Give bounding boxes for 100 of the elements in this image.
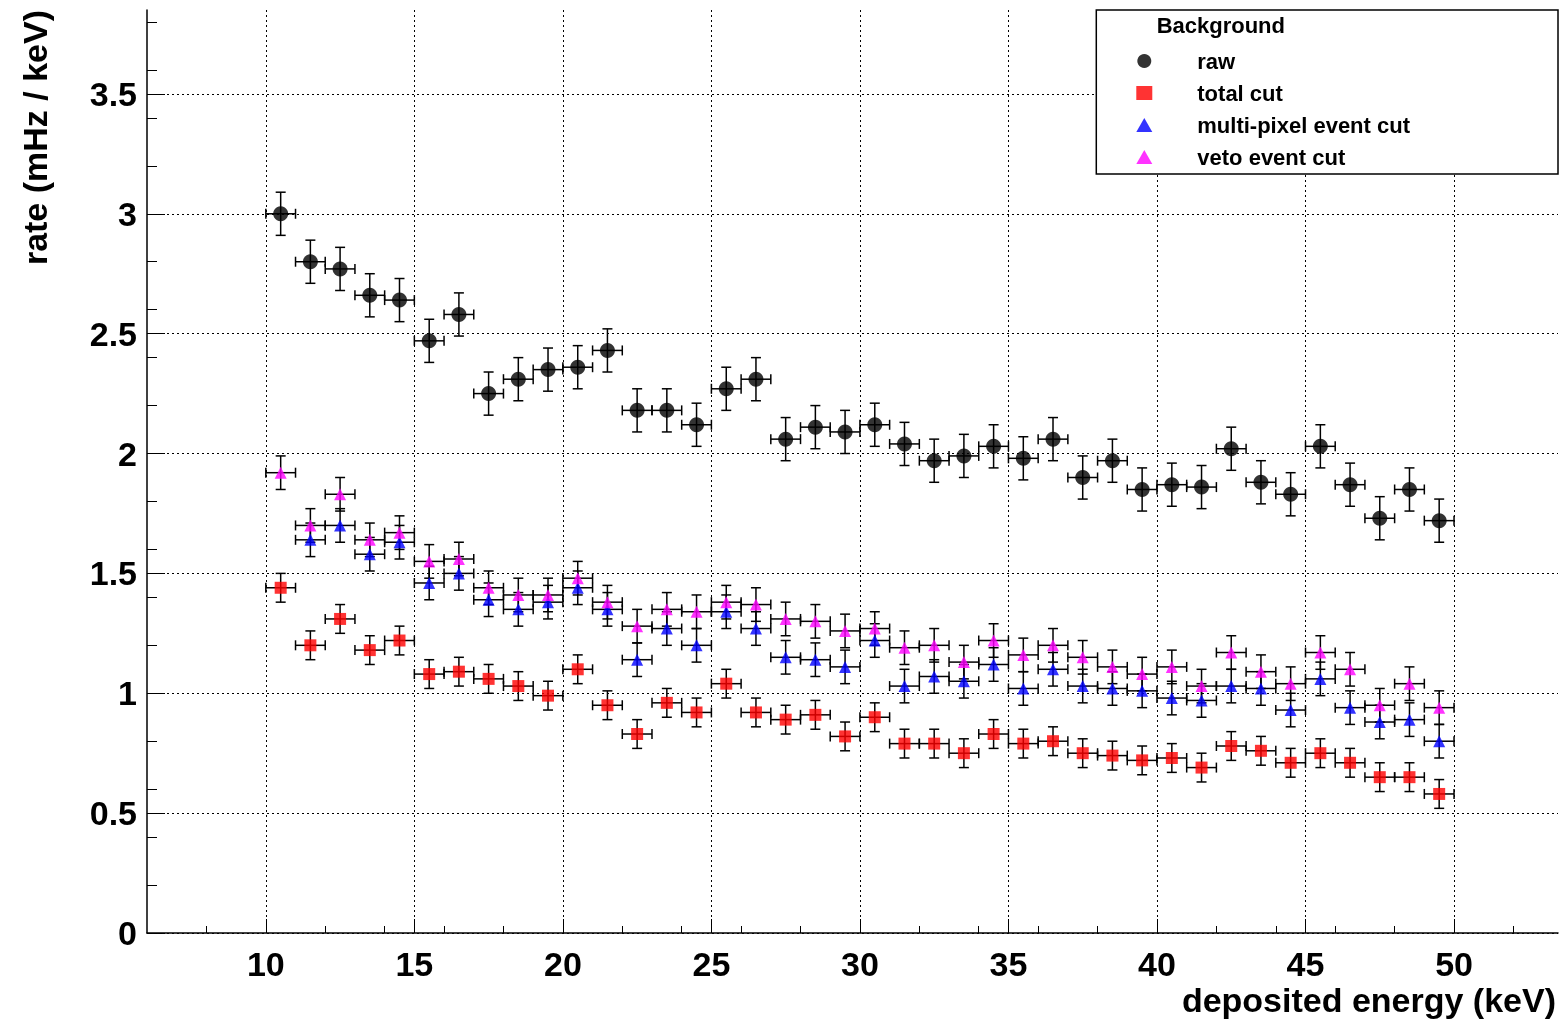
point xyxy=(928,670,941,683)
point xyxy=(1165,751,1178,764)
point xyxy=(926,453,942,469)
point xyxy=(1223,441,1239,457)
y-tick-label: 3.5 xyxy=(89,74,137,113)
point xyxy=(898,737,911,750)
point xyxy=(659,402,675,418)
point xyxy=(482,581,495,594)
point xyxy=(1314,747,1327,760)
point xyxy=(332,261,348,277)
point xyxy=(481,386,497,402)
point xyxy=(809,708,822,721)
point xyxy=(720,677,733,690)
legend-label: veto event cut xyxy=(1197,144,1346,170)
point xyxy=(601,596,614,609)
point xyxy=(956,448,972,464)
point xyxy=(957,747,970,760)
point xyxy=(362,287,378,303)
point xyxy=(1254,682,1267,695)
point xyxy=(1225,740,1238,752)
point xyxy=(690,605,703,618)
point xyxy=(482,672,495,685)
point xyxy=(304,519,317,532)
point xyxy=(512,603,525,616)
point xyxy=(809,653,822,666)
point xyxy=(631,620,644,633)
point xyxy=(690,706,703,719)
point xyxy=(570,359,586,375)
point xyxy=(1136,754,1149,767)
point xyxy=(1195,694,1208,707)
point xyxy=(987,634,1000,647)
legend-title: Background xyxy=(1156,12,1286,38)
x-tick-label: 25 xyxy=(692,945,731,983)
point xyxy=(1106,749,1119,762)
point xyxy=(898,680,911,693)
point xyxy=(987,658,1000,671)
point xyxy=(334,488,347,501)
point xyxy=(452,665,465,678)
point xyxy=(423,555,436,568)
point xyxy=(690,639,703,652)
y-axis-title: rate (mHz / keV) xyxy=(16,10,54,266)
y-tick-label: 2 xyxy=(118,434,137,473)
point xyxy=(1225,680,1238,693)
point xyxy=(749,622,762,635)
point xyxy=(1403,713,1416,726)
point xyxy=(631,728,644,741)
point xyxy=(1401,481,1417,497)
point xyxy=(599,342,615,358)
point xyxy=(957,656,970,669)
point xyxy=(452,567,465,580)
point xyxy=(1372,510,1388,526)
point xyxy=(334,612,347,625)
x-tick-label: 10 xyxy=(246,945,285,983)
point xyxy=(1433,701,1446,714)
point xyxy=(1047,639,1060,652)
point xyxy=(1104,453,1120,469)
point xyxy=(839,730,852,743)
point xyxy=(1373,716,1386,729)
x-tick-label: 40 xyxy=(1138,945,1176,983)
point xyxy=(1165,660,1178,673)
point xyxy=(720,596,733,609)
point xyxy=(660,696,673,709)
point xyxy=(1344,756,1357,769)
point xyxy=(1344,663,1357,676)
point xyxy=(749,598,762,611)
y-tick-label: 1 xyxy=(118,674,137,713)
point xyxy=(837,424,853,440)
point xyxy=(809,615,822,628)
point xyxy=(540,362,556,378)
point xyxy=(778,431,794,447)
point xyxy=(629,402,645,418)
point xyxy=(631,653,644,666)
point xyxy=(273,206,289,222)
point xyxy=(1373,699,1386,712)
point xyxy=(1165,692,1178,705)
point xyxy=(571,572,584,585)
point xyxy=(1076,680,1089,693)
point xyxy=(1075,470,1091,485)
point xyxy=(363,548,376,561)
x-axis-title: deposited energy (keV) xyxy=(1181,981,1556,1019)
point xyxy=(867,417,883,433)
y-tick-label: 0.5 xyxy=(89,794,137,833)
point xyxy=(1076,651,1089,664)
point xyxy=(986,438,1002,454)
point xyxy=(748,371,764,387)
x-tick-label: 50 xyxy=(1435,945,1473,983)
point xyxy=(1106,660,1119,673)
point xyxy=(1106,682,1119,695)
point xyxy=(897,436,912,452)
point xyxy=(571,663,584,676)
y-tick-label: 2.5 xyxy=(89,314,137,353)
point xyxy=(1344,701,1357,714)
point xyxy=(1314,672,1327,685)
point xyxy=(1076,747,1089,760)
point xyxy=(510,371,526,387)
point xyxy=(1431,513,1447,529)
point xyxy=(1136,684,1149,697)
point xyxy=(452,553,465,566)
point xyxy=(1254,744,1267,757)
point xyxy=(1373,771,1386,784)
